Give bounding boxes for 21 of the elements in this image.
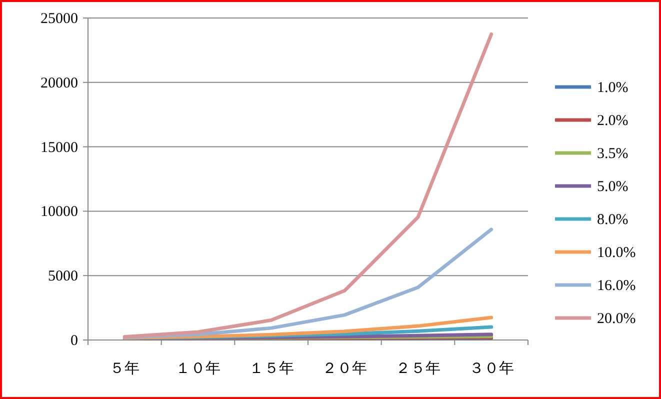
legend-label: 5.0% [597,179,628,195]
legend-label: 8.0% [597,212,628,228]
x-tick-label: １０年 [176,360,220,377]
y-tick-label: 15000 [40,140,78,156]
y-tick-label: 20000 [40,75,78,92]
x-tick-label: １５年 [248,360,294,377]
y-tick-label: 0 [70,333,78,349]
legend-label: 10.0% [597,245,636,261]
legend-label: 3.5% [597,146,628,162]
x-tick-label: ２０年 [322,360,368,377]
x-tick-label: ２５年 [396,360,440,377]
legend-label: 16.0% [597,278,636,294]
legend-label: 20.0% [597,311,636,327]
legend-label: 2.0% [597,113,628,129]
x-tick-label: ５年 [110,360,140,377]
y-tick-label: 5000 [48,268,78,285]
y-tick-label: 10000 [40,204,78,220]
legend-label: 1.0% [597,80,628,96]
y-tick-label: 25000 [40,11,78,27]
line-series [122,32,494,339]
x-tick-label: ３０年 [468,360,514,377]
